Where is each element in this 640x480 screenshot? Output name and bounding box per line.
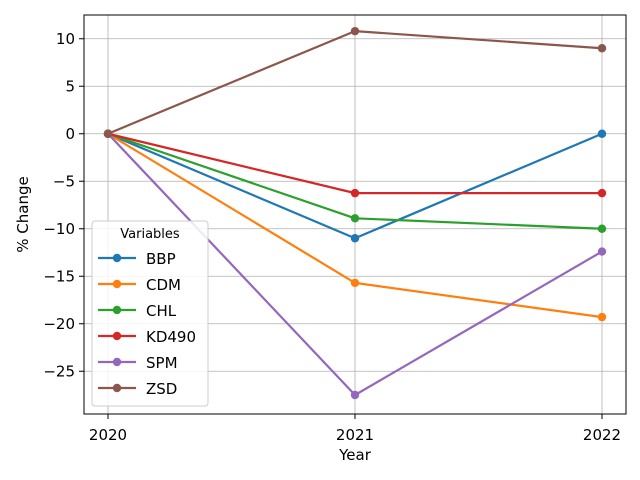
x-tick-label: 2020 [89,426,127,444]
legend-item-zsd: ZSD [98,380,177,398]
y-tick-label: 0 [65,125,75,143]
series-layer [103,26,607,400]
y-axis-label: % Change [14,176,32,252]
legend-label-spm: SPM [146,354,178,372]
legend-label-kd490: KD490 [146,328,196,346]
series-zsd [103,26,607,138]
legend-item-chl: CHL [98,302,177,320]
data-point-zsd [597,44,607,53]
y-tick-label: −10 [43,220,75,238]
legend-item-bbp: BBP [98,250,176,268]
data-point-cdm [597,312,607,322]
y-tick-label: 5 [65,77,75,95]
legend-marker-spm [112,357,122,367]
data-point-zsd [350,26,360,36]
legend-marker-chl [112,305,122,315]
legend: Variables BBP CDM CHL KD490 SPM ZSD [91,220,209,407]
legend-item-spm: SPM [98,354,178,372]
y-tick-label: −5 [53,172,75,190]
y-tick-label: −15 [43,267,75,285]
data-point-kd490 [597,188,607,198]
data-point-bbp [597,129,607,138]
legend-label-cdm: CDM [146,276,181,294]
legend-item-kd490: KD490 [98,328,196,346]
legend-marker-cdm [112,279,122,289]
legend-title: Variables [120,227,180,242]
legend-marker-kd490 [112,331,122,341]
x-axis-label: Year [338,446,372,464]
data-point-bbp [350,234,360,243]
data-point-kd490 [350,188,360,198]
x-tick-label: 2021 [336,426,374,444]
legend-label-chl: CHL [146,302,177,320]
y-tick-label: 10 [56,30,75,48]
data-point-spm [350,390,360,400]
data-point-zsd [103,129,113,138]
y-tick-label: −20 [43,315,75,333]
legend-item-cdm: CDM [98,276,181,294]
legend-box [91,220,209,407]
axis-ticks: 2020 2021 2022 −25 −20 −15 −10 −5 0 5 10 [43,30,621,444]
data-point-chl [350,214,360,223]
legend-marker-zsd [112,383,122,393]
legend-label-zsd: ZSD [146,380,177,398]
data-point-cdm [350,278,360,288]
data-point-chl [597,224,607,233]
data-point-spm [597,247,607,256]
legend-marker-bbp [112,253,122,263]
legend-label-bbp: BBP [146,250,176,268]
y-tick-label: −25 [43,362,75,380]
x-tick-label: 2022 [583,426,621,444]
